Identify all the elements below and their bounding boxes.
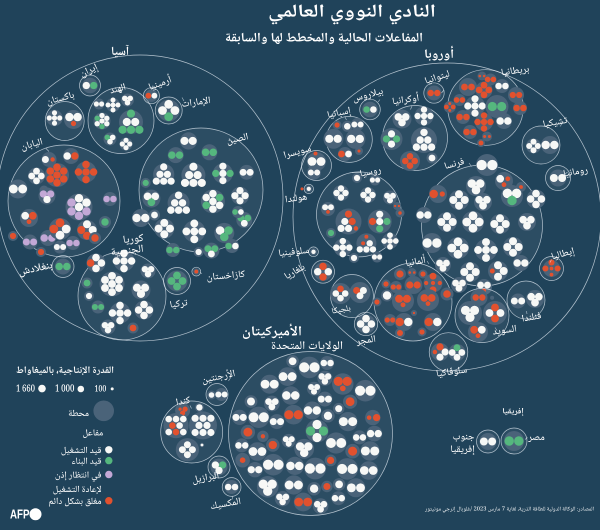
svg-text:AFP: AFP <box>10 507 30 522</box>
